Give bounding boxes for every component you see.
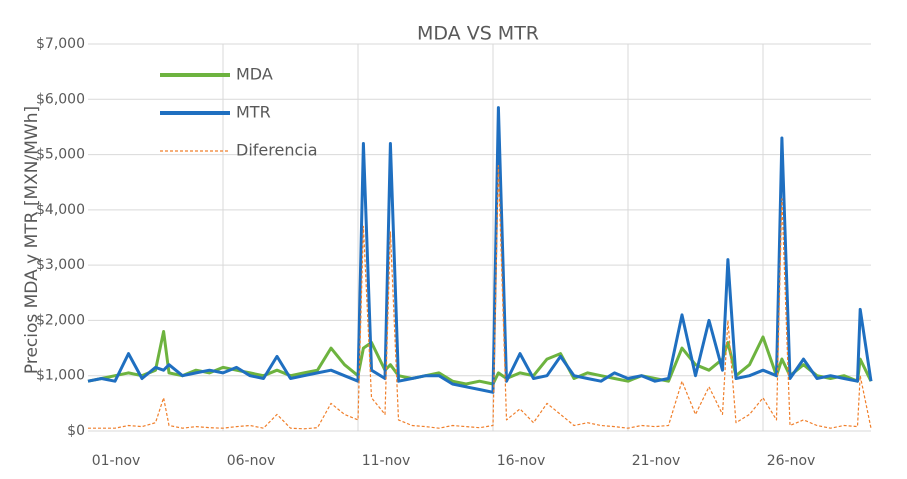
series-line <box>87 106 873 394</box>
x-tick-label: 21-nov <box>632 453 681 469</box>
y-axis-label: Precios MDA y MTR [MXN/MWh] <box>22 106 42 374</box>
chart-title: MDA VS MTR <box>417 23 539 45</box>
x-tick-label: 11-nov <box>362 453 411 469</box>
y-tick-label: $4,000 <box>36 202 85 218</box>
series-line <box>87 330 873 386</box>
y-tick-label: $6,000 <box>36 91 85 107</box>
x-tick-label: 06-nov <box>227 453 276 469</box>
y-tick-label: $0 <box>67 423 85 439</box>
y-tick-label: $7,000 <box>36 36 85 52</box>
legend-label: MTR <box>236 103 271 122</box>
y-tick-label: $3,000 <box>36 257 85 273</box>
x-tick-label: 26-nov <box>767 453 816 469</box>
y-tick-label: $2,000 <box>36 312 85 328</box>
y-tick-label: $1,000 <box>36 368 85 384</box>
x-tick-label: 16-nov <box>497 453 546 469</box>
y-tick-label: $5,000 <box>36 147 85 163</box>
legend-label: MDA <box>236 65 273 84</box>
x-tick-label: 01-nov <box>92 453 141 469</box>
series-line <box>88 165 872 430</box>
legend-label: Diferencia <box>236 141 318 160</box>
